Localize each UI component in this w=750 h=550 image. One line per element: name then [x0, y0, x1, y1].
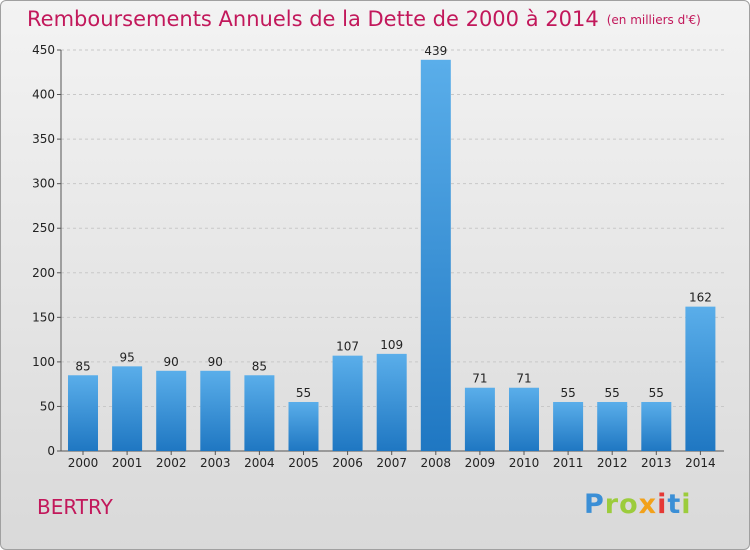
x-tick-label: 2011 [553, 456, 584, 470]
bar [641, 401, 672, 451]
y-tick-label: 250 [32, 221, 55, 235]
bar [376, 353, 407, 451]
y-tick-label: 150 [32, 310, 55, 324]
data-label: 55 [605, 386, 620, 400]
bar [68, 375, 98, 451]
bar [200, 370, 231, 451]
y-tick-label: 100 [32, 355, 55, 369]
commune-name: BERTRY [37, 495, 113, 519]
data-label: 107 [336, 340, 359, 354]
data-label: 162 [689, 291, 712, 305]
x-tick-label: 2009 [465, 456, 496, 470]
y-tick-label: 200 [32, 266, 55, 280]
x-tick-label: 2007 [376, 456, 407, 470]
x-tick-label: 2008 [421, 456, 452, 470]
data-label: 85 [252, 359, 267, 373]
data-label: 85 [75, 359, 90, 373]
y-tick-label: 0 [47, 444, 55, 458]
data-label: 71 [472, 372, 487, 386]
x-tick-label: 2000 [68, 456, 99, 470]
x-tick-label: 2002 [156, 456, 187, 470]
bar [553, 401, 584, 451]
x-tick-label: 2006 [332, 456, 363, 470]
bar [112, 366, 143, 451]
bar [509, 387, 539, 451]
data-label: 90 [164, 355, 179, 369]
chart-title: Remboursements Annuels de la Dette de 20… [27, 7, 701, 31]
x-tick-label: 2012 [597, 456, 628, 470]
y-tick-label: 450 [32, 43, 55, 57]
y-tick-label: 50 [40, 399, 55, 413]
data-label: 55 [560, 386, 575, 400]
x-tick-label: 2001 [112, 456, 143, 470]
x-tick-label: 2013 [641, 456, 672, 470]
data-label: 439 [424, 44, 447, 58]
bar [156, 370, 187, 451]
x-tick-label: 2004 [244, 456, 275, 470]
chart-title-text: Remboursements Annuels de la Dette de 20… [27, 7, 599, 31]
chart-unit: (en milliers d'€) [606, 13, 701, 27]
data-label: 71 [516, 372, 531, 386]
x-tick-label: 2005 [288, 456, 319, 470]
bar [244, 375, 275, 451]
y-tick-label: 300 [32, 177, 55, 191]
bar [685, 306, 716, 451]
data-label: 90 [208, 355, 223, 369]
proxiti-logo: Proxiti [584, 489, 692, 520]
x-tick-label: 2010 [509, 456, 540, 470]
bar [420, 59, 451, 452]
x-tick-label: 2003 [200, 456, 231, 470]
bar [332, 355, 363, 451]
bar [597, 401, 628, 451]
data-label: 55 [649, 386, 664, 400]
data-label: 95 [119, 350, 134, 364]
data-label: 55 [296, 386, 311, 400]
bar [464, 387, 495, 451]
y-tick-label: 400 [32, 88, 55, 102]
bar [288, 401, 319, 451]
x-tick-label: 2014 [685, 456, 716, 470]
y-tick-label: 350 [32, 132, 55, 146]
data-label: 109 [380, 338, 403, 352]
